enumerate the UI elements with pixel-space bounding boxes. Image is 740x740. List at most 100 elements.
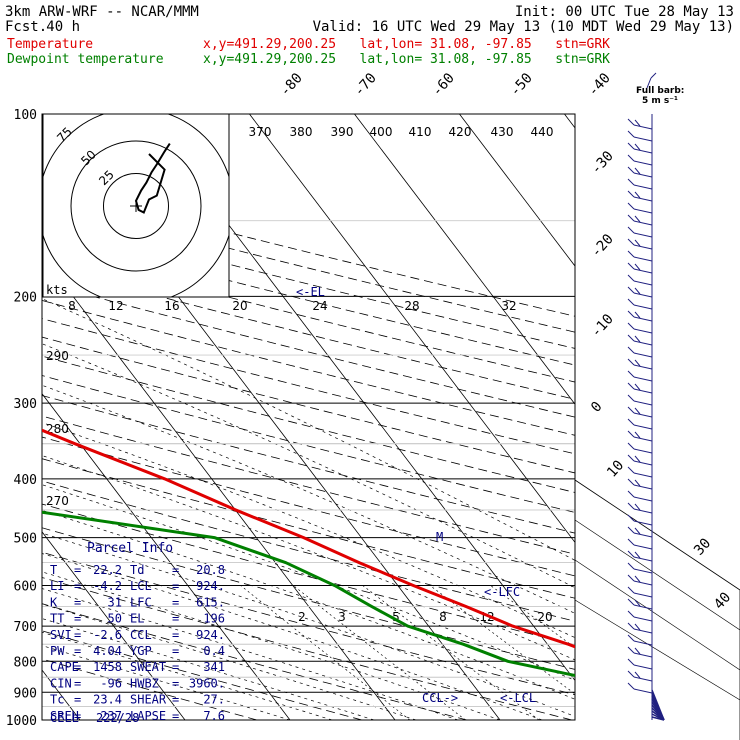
parcel-info-cell: 23.4 (93, 693, 122, 707)
wind-barb (633, 436, 653, 442)
wind-barb-flag (627, 262, 635, 270)
parcel-info-cell: 924. (196, 579, 225, 593)
level-label-m: M (436, 530, 443, 544)
isotherm-line (42, 254, 396, 720)
wind-barb (633, 652, 653, 658)
extension-line (574, 559, 740, 671)
parcel-info-cell: CAPE (50, 660, 79, 674)
wind-barb (633, 580, 653, 586)
mixing-ratio-label: 20 (537, 610, 552, 624)
parcel-info-cell: LCL (130, 579, 152, 593)
wind-barb (633, 124, 653, 130)
wind-barb-flag (627, 442, 635, 450)
wind-barb (633, 628, 653, 634)
wind-barb (633, 292, 653, 298)
wind-barb-flag (627, 298, 635, 306)
parcel-info-cell: LI (50, 579, 64, 593)
parcel-info-cell: 1458 (93, 660, 122, 674)
theta-label: 270 (46, 494, 69, 508)
pressure-tick-label: 300 (14, 397, 37, 412)
wind-barb-flag (627, 250, 635, 258)
wind-barb-flag (634, 263, 641, 271)
wind-barb (633, 256, 653, 262)
parcel-info-cell: TT (50, 612, 64, 626)
barb-legend-sample (646, 77, 652, 89)
wind-barb (633, 640, 653, 646)
wind-barb-flag (627, 130, 635, 138)
parcel-info-cell: 0.4 (203, 644, 225, 658)
wind-barb-flag (627, 346, 635, 354)
wind-barb-flag (627, 226, 635, 234)
wind-barb (633, 568, 653, 574)
parcel-info-cell: 615. (196, 595, 225, 609)
wind-barb-flag (627, 430, 635, 438)
wind-barb (633, 304, 653, 310)
barb-legend-unit: 5 m s⁻¹ (642, 96, 678, 106)
wind-barb (633, 472, 653, 478)
parcel-info-title: Parcel Info (87, 541, 173, 556)
wind-barb (633, 520, 653, 526)
isotherm-label: -70 (351, 70, 380, 100)
init-time: Init: 00 UTC Tue 28 May 13 (515, 4, 734, 20)
upper-temp-tick: 28 (404, 299, 419, 313)
parcel-info-cell: PW (50, 644, 65, 658)
wind-barb-flag (627, 646, 635, 654)
level-label-lfc: <-LFC (484, 585, 520, 599)
wind-barb-flag (634, 287, 641, 295)
hodograph-speed-label: kts (46, 283, 68, 297)
pressure-tick-label: 400 (14, 473, 37, 488)
parcel-info-cell: SHEAR (130, 693, 167, 707)
wind-barb-flag (627, 166, 635, 174)
wind-barb-flag (634, 215, 641, 223)
parcel-info-equals: = (74, 693, 81, 707)
wind-barb-flag (627, 334, 635, 342)
wind-barb-flag (627, 142, 635, 150)
wind-barb-flag (634, 167, 641, 175)
upper-temp-tick: 20 (232, 299, 247, 313)
parcel-cell-value: 222/28 (96, 711, 139, 725)
wind-barb-flag (627, 310, 635, 318)
wind-barb-flag (627, 202, 635, 210)
isotherm-label: 40 (711, 589, 734, 612)
isotherm-label: 10 (604, 457, 627, 480)
moist-adiabat (42, 588, 459, 720)
parcel-info-cell: K (50, 595, 58, 609)
parcel-info-cell: T (50, 563, 57, 577)
pressure-tick-label: 600 (14, 580, 37, 595)
extension-line (574, 519, 740, 631)
theta-label: 280 (46, 422, 69, 436)
wind-barb-flag (627, 634, 635, 642)
wind-barb-flag (627, 670, 635, 678)
wind-barb (633, 364, 653, 370)
wind-barb (633, 460, 653, 466)
pressure-tick-label: 900 (14, 686, 37, 701)
wind-barb-flag (627, 118, 635, 126)
legend-temperature: Temperature (7, 37, 93, 52)
theta-e-label: 420 (449, 125, 472, 139)
wind-barb (633, 388, 653, 394)
parcel-info-cell: LFC (130, 595, 152, 609)
hodograph-clip (43, 114, 229, 297)
wind-barb-flag (627, 406, 635, 414)
parcel-info-cell: 31 (108, 595, 122, 609)
parcel-info-equals: = (172, 676, 179, 690)
parcel-info-cell: SWEAT (130, 660, 166, 674)
wind-barb (633, 664, 653, 670)
wind-barb-flag (627, 190, 635, 198)
parcel-info-equals: = (172, 709, 179, 723)
mixing-ratio-line (490, 585, 575, 649)
parcel-info-equals: = (74, 644, 81, 658)
wind-barb-flag (627, 454, 635, 462)
parcel-info-equals: = (172, 612, 179, 626)
parcel-info-cell: 4.04 (93, 644, 122, 658)
parcel-info-equals: = (172, 563, 179, 577)
profile-line (42, 428, 575, 649)
parcel-info-cell: -96 (100, 676, 122, 690)
wind-barb-flag (627, 574, 635, 582)
wind-barb (633, 340, 653, 346)
wind-barb-flag (627, 502, 635, 510)
parcel-info-cell: YGP (130, 644, 152, 658)
wind-barb (633, 544, 653, 550)
